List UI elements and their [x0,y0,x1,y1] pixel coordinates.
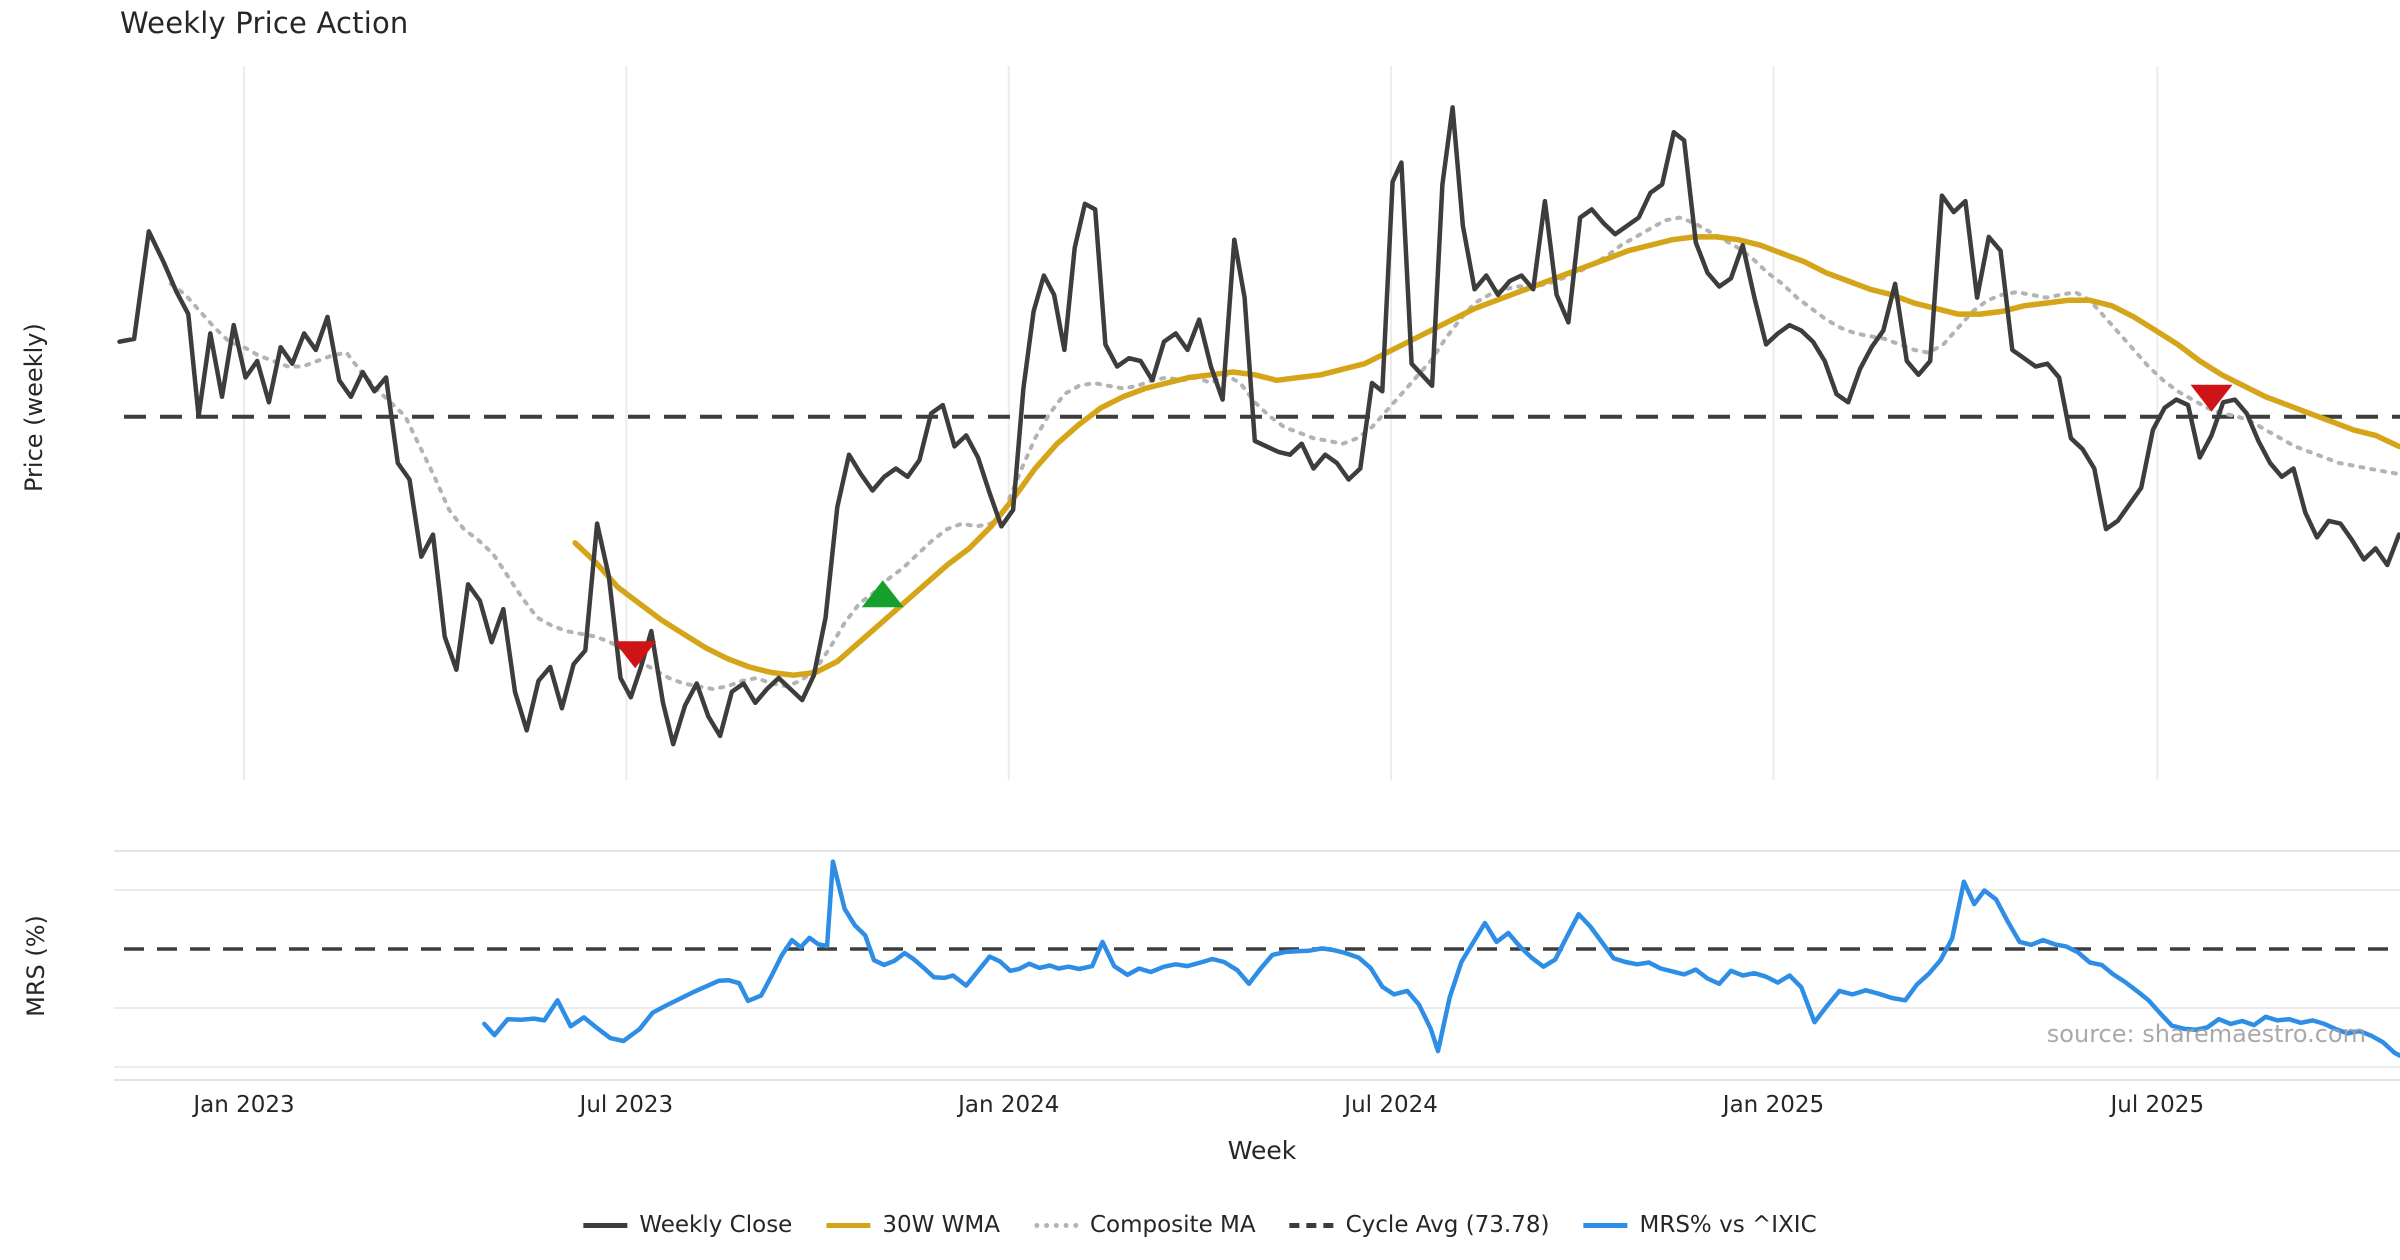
legend-label: 30W WMA [882,1212,1000,1238]
legend-label: Cycle Avg (73.78) [1345,1212,1550,1238]
legend-item-mrs-vs-ixic: MRS% vs ^IXIC [1583,1212,1817,1238]
sell-marker [614,641,657,669]
legend-line-sample [1289,1222,1334,1228]
price-axis-title: Price (weekly) [20,323,48,492]
x-tick-label: Jan 2024 [958,1092,1060,1118]
legend-item-30w-wma: 30W WMA [826,1212,1000,1238]
legend-line-sample [583,1222,628,1228]
mrs-line [482,859,2400,1058]
mrs-axis-title: MRS (%) [22,915,50,1017]
legend-label: Weekly Close [639,1212,793,1238]
weekly-close-line [117,105,2400,747]
legend-line-sample [826,1222,871,1228]
legend-label: MRS% vs ^IXIC [1639,1212,1817,1238]
x-tick-label: Jan 2025 [1722,1092,1825,1118]
legend-item-weekly-close: Weekly Close [583,1212,792,1238]
chart-legend: Weekly Close 30W WMA Composite MA Cycle Avg… [583,1212,1817,1238]
x-tick-label: Jul 2024 [1344,1092,1438,1118]
sell-marker [2190,384,2233,412]
wma-30w-line [572,234,2400,678]
legend-line-sample [1033,1222,1078,1228]
x-tick-label: Jan 2023 [193,1092,295,1118]
buy-marker [861,580,904,608]
page-title: Weekly Price Action [120,6,409,40]
legend-item-composite-ma: Composite MA [1033,1212,1256,1238]
x-tick-label: Jul 2025 [2110,1092,2205,1118]
x-tick-label: Jul 2023 [579,1092,674,1118]
legend-line-sample [1583,1222,1628,1228]
source-watermark: source: sharemaestro.com [2046,1020,2366,1048]
legend-item-cycle-avg-73-78: Cycle Avg (73.78) [1289,1212,1550,1238]
composite-ma-line [168,215,2400,691]
x-axis-title: Week [1227,1136,1297,1165]
legend-label: Composite MA [1089,1212,1256,1238]
